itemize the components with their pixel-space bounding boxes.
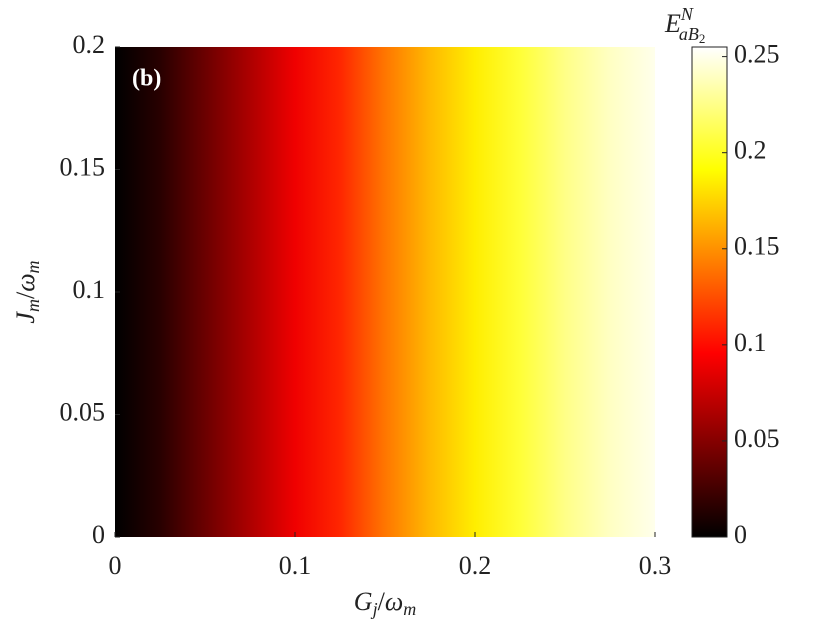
x-tick-label: 0.3 (639, 551, 672, 580)
y-tick-label: 0.2 (73, 30, 106, 59)
y-tick-label: 0 (92, 520, 105, 549)
panel-label: (b) (132, 66, 161, 92)
colorbar-tick-label: 0 (734, 520, 747, 549)
x-label-part: ω (385, 587, 403, 616)
x-tick-label: 0 (109, 551, 122, 580)
colorbar (691, 46, 728, 538)
colorbar-tick-label: 0.25 (734, 40, 780, 69)
colorbar-tick-label: 0.2 (734, 136, 767, 165)
x-tick-label: 0.1 (279, 551, 312, 580)
y-tick-label: 0.05 (60, 397, 106, 426)
cbar-label-part: 2 (699, 31, 706, 46)
x-label-part: G (354, 587, 373, 616)
y-label-part: J (11, 311, 40, 324)
x-label-part: / (378, 587, 386, 616)
x-label-part: j (371, 599, 378, 619)
x-label-part: m (403, 599, 416, 619)
colorbar-label: EN aB2 (664, 4, 705, 46)
colorbar-tick-label: 0.15 (734, 232, 780, 261)
x-axis-label: Gj/ωm (354, 587, 416, 619)
x-tick-label: 0.2 (459, 551, 492, 580)
cbar-label-part: aB (679, 24, 699, 44)
heatmap (115, 47, 655, 537)
y-label-part: m (23, 260, 43, 273)
y-label-part: / (11, 291, 40, 299)
y-tick-label: 0.15 (60, 152, 106, 181)
y-tick-label: 0.1 (73, 275, 106, 304)
y-label-part: m (23, 299, 43, 312)
colorbar-tick-label: 0.05 (734, 424, 780, 453)
y-axis-label: Jm/ωm (11, 260, 43, 323)
cbar-label-part: N (680, 4, 694, 24)
y-label-part: ω (11, 273, 40, 291)
colorbar-tick-label: 0.1 (734, 328, 767, 357)
cbar-label-part: E (664, 9, 681, 38)
